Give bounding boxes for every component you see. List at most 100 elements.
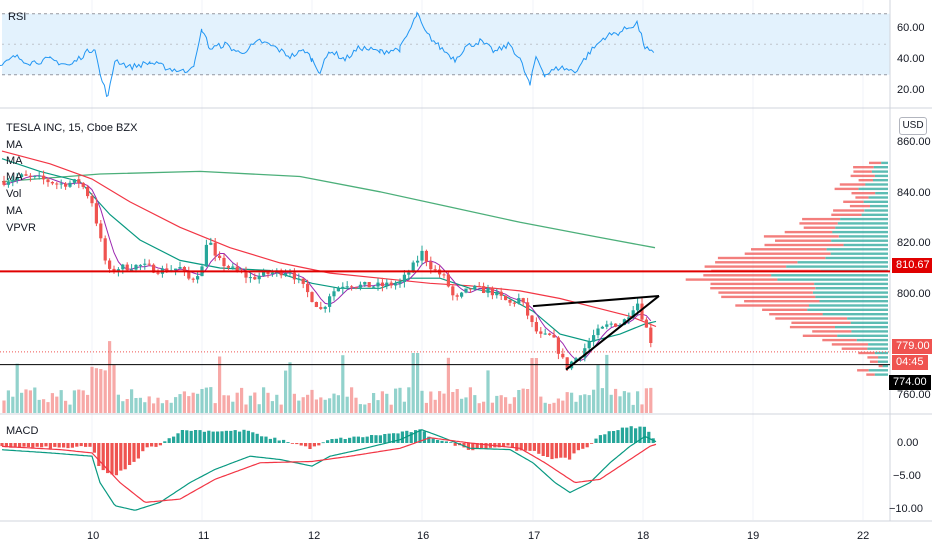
vpvr-bar-up: [840, 217, 888, 221]
macd-histogram-bar: [4, 443, 8, 448]
macd-histogram-bar: [101, 443, 105, 471]
rsi-line: [0, 11, 655, 98]
candle-body: [486, 288, 490, 293]
candle-body: [156, 272, 160, 274]
vpvr-bar-up: [850, 321, 888, 324]
vpvr-bar-up: [838, 235, 888, 238]
indicator-ma-3[interactable]: MA: [6, 171, 23, 183]
volume-bar: [600, 388, 604, 413]
candle-body: [345, 286, 349, 288]
volume-bar: [605, 354, 609, 413]
candle-body: [534, 322, 538, 332]
candle-body: [279, 270, 283, 276]
candle-body: [552, 334, 556, 338]
macd-histogram-bar: [13, 443, 17, 448]
macd-histogram-bar: [9, 443, 13, 448]
macd-histogram-bar: [471, 443, 475, 451]
vpvr-bar-down: [851, 192, 876, 195]
volume-bar: [297, 400, 301, 413]
indicator-ma-2[interactable]: MA: [6, 155, 23, 167]
macd-histogram-bar: [642, 426, 646, 443]
volume-bar: [15, 363, 19, 413]
macd-histogram-bar: [299, 443, 303, 446]
macd-histogram-bar: [317, 443, 321, 446]
currency-button[interactable]: USD: [899, 117, 927, 135]
vpvr-bar-up: [877, 360, 888, 363]
vpvr-bar-down: [685, 278, 778, 281]
candle-body: [402, 274, 406, 282]
macd-histogram-bar: [343, 439, 347, 443]
candle-body: [108, 260, 112, 269]
volume-bar: [262, 387, 266, 413]
vpvr-bar-down: [849, 204, 870, 208]
candle-body: [15, 177, 19, 180]
macd-histogram-bar: [308, 443, 312, 449]
candle-body: [420, 250, 424, 261]
candle-body: [147, 263, 151, 265]
volume-bar: [213, 403, 217, 413]
vpvr-bar-up: [831, 239, 888, 242]
vpvr-bar-down: [855, 196, 869, 199]
volume-bar: [556, 398, 560, 413]
macd-histogram-bar: [242, 429, 246, 443]
macd-histogram-bar: [145, 443, 149, 448]
volume-bar: [561, 400, 565, 413]
volume-bar: [253, 392, 257, 413]
candle-body: [244, 272, 248, 278]
vpvr-bar-up: [837, 334, 888, 337]
candle-body: [28, 175, 32, 177]
macd-histogram-bar: [224, 430, 228, 443]
macd-histogram-bar: [409, 432, 413, 443]
indicator-ma-1[interactable]: MA: [6, 139, 23, 151]
indicator-ma-4[interactable]: MA: [6, 205, 23, 217]
symbol-title[interactable]: TESLA INC, 15, Cboe BZX: [6, 122, 138, 134]
volume-bar: [433, 399, 437, 413]
macd-histogram-bar: [356, 436, 360, 443]
resistance-price-badge: 810.67: [892, 258, 932, 273]
candle-body: [253, 277, 257, 280]
volume-bar: [354, 397, 358, 413]
vpvr-bar-down: [834, 187, 859, 191]
macd-histogram-bar: [581, 443, 585, 449]
vpvr-bar-down: [833, 209, 865, 212]
volume-bar: [292, 393, 296, 413]
volume-bar: [350, 387, 354, 413]
macd-histogram-bar: [66, 443, 70, 449]
candle-body: [226, 266, 230, 268]
candle-body: [367, 282, 371, 288]
volume-bar: [358, 404, 362, 413]
indicator-volume[interactable]: Vol: [6, 188, 22, 200]
macd-histogram-bar: [466, 443, 470, 450]
volume-bar: [270, 401, 274, 413]
candle-body: [33, 176, 37, 177]
candle-body: [495, 291, 499, 296]
macd-histogram-bar: [431, 438, 435, 443]
macd-histogram-bar: [519, 443, 523, 451]
volume-bar: [143, 402, 147, 413]
vpvr-bar-down: [751, 248, 827, 251]
ma-short-line: [3, 175, 652, 362]
candle-body: [306, 283, 310, 293]
macd-histogram-bar: [634, 428, 638, 443]
macd-histogram-bar: [414, 430, 418, 443]
candle-body: [627, 317, 631, 320]
volume-bar: [24, 389, 28, 413]
volume-bar: [574, 401, 578, 413]
macd-histogram-bar: [400, 431, 404, 443]
macd-histogram-bar: [172, 436, 176, 443]
candle-body: [257, 275, 261, 280]
candle-body: [512, 302, 516, 304]
macd-histogram-bar: [176, 433, 180, 443]
vpvr-bar-down: [744, 252, 831, 255]
candle-body: [20, 174, 24, 177]
volume-bar: [37, 399, 41, 413]
macd-histogram-bar: [348, 437, 352, 443]
indicator-vpvr[interactable]: VPVR: [6, 222, 36, 234]
macd-histogram-bar: [26, 443, 30, 447]
vpvr-bar-down: [769, 313, 823, 316]
volume-bar: [442, 393, 446, 413]
candle-body: [182, 267, 186, 271]
vpvr-bar-down: [853, 170, 872, 173]
